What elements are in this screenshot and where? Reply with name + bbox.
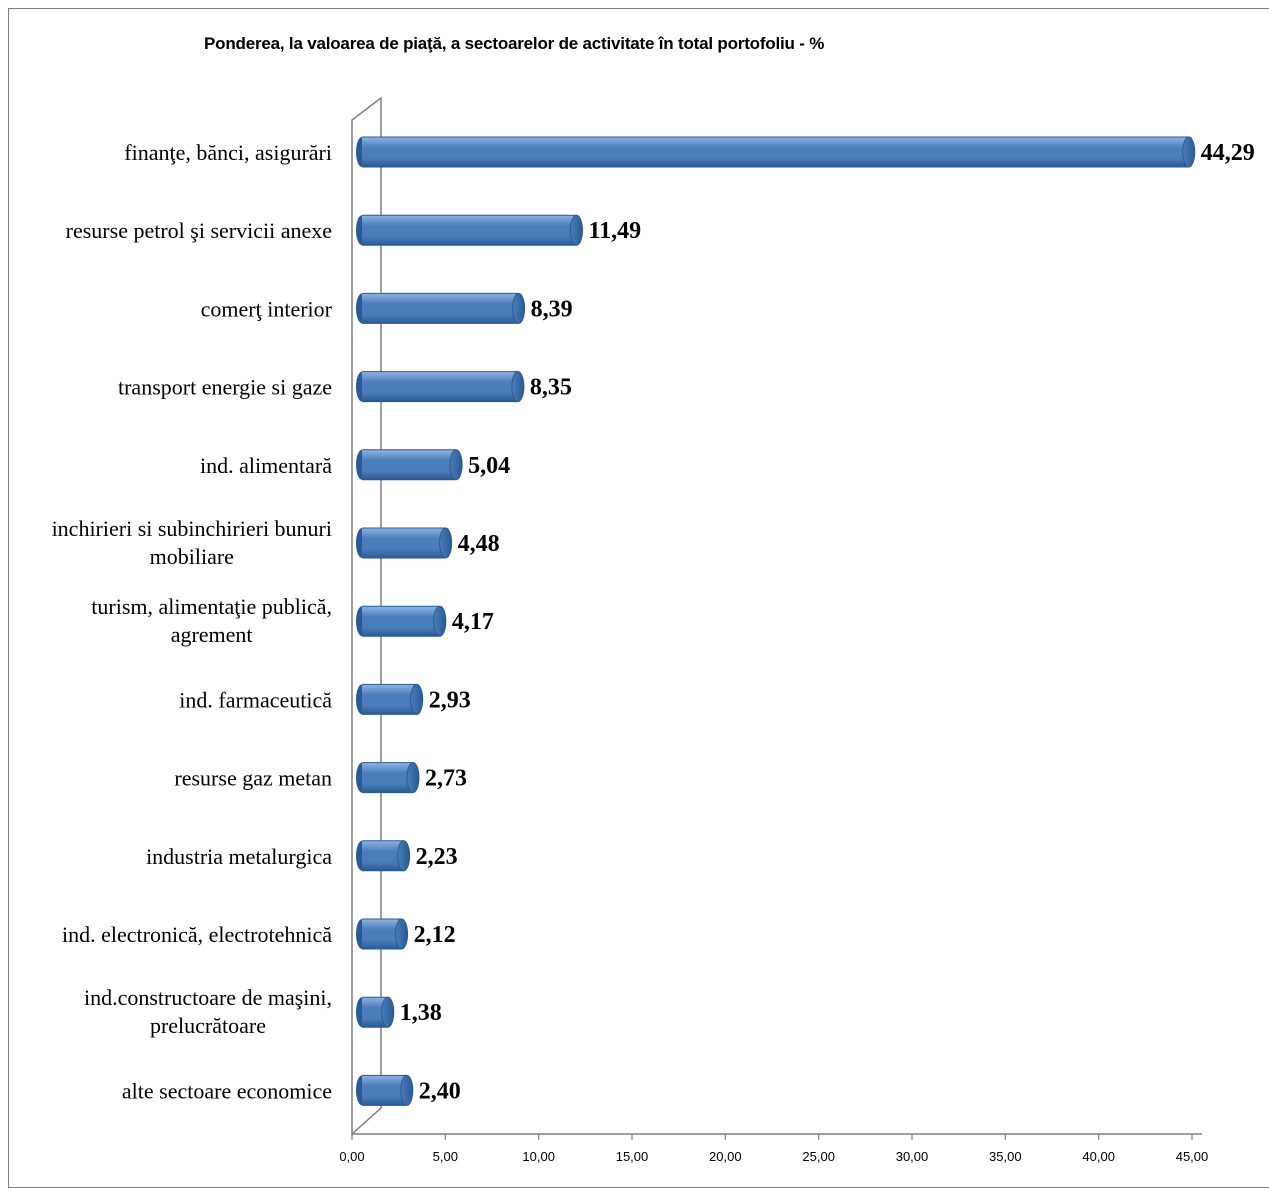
bar-end-cap	[511, 371, 525, 403]
x-tick-label: 0,00	[339, 1149, 364, 1164]
bar-end-cap	[439, 527, 453, 559]
x-axis: 0,00 5,00 10,00 15,00 20,00 25,00 30,00 35,00 40…	[339, 1133, 1209, 1164]
bar	[356, 449, 463, 481]
bar	[356, 371, 525, 403]
bar-body	[362, 449, 457, 480]
bar-end-cap	[1182, 136, 1196, 168]
x-tick-label: 15,00	[616, 1149, 649, 1164]
bar	[356, 762, 420, 794]
bar-body	[362, 293, 519, 324]
data-label: 2,12	[414, 922, 456, 948]
bar-body	[362, 684, 417, 715]
x-tick-label: 45,00	[1176, 1149, 1209, 1164]
bar	[356, 996, 395, 1028]
bar	[356, 136, 1196, 168]
bar-body	[362, 762, 413, 793]
category-label: resurse petrol şi servicii anexe	[66, 218, 332, 243]
bar	[356, 527, 453, 559]
category-label: inchirieri si subinchirieri bunuri	[52, 516, 332, 541]
category-labels: 44,29 finanţe, bănci, asigurări 11,49 resur…	[52, 140, 1255, 1104]
data-label: 1,38	[400, 1000, 442, 1026]
chart-title: Ponderea, la valoarea de piaţă, a sectoa…	[204, 34, 825, 53]
data-label: 4,17	[452, 609, 494, 635]
category-label: transport energie si gaze	[118, 375, 332, 400]
bar-body	[362, 215, 577, 246]
category-label: resurse gaz metan	[174, 766, 332, 791]
bar-body	[362, 840, 404, 871]
category-label: agrement	[171, 622, 253, 647]
x-tick-label: 5,00	[433, 1149, 458, 1164]
bar-end-cap	[395, 918, 409, 950]
category-label: ind.constructoare de maşini,	[84, 985, 332, 1010]
bar	[356, 214, 583, 246]
bar-body	[362, 919, 402, 949]
category-label: industria metalurgica	[146, 844, 332, 869]
bar-end-cap	[569, 214, 583, 246]
data-label: 8,35	[530, 375, 572, 401]
bar	[356, 605, 447, 637]
bars	[356, 136, 1196, 1106]
bar-body	[362, 137, 1189, 167]
data-label: 8,39	[531, 296, 573, 322]
category-label: ind. farmaceutică	[179, 687, 332, 712]
bar-body	[362, 1075, 407, 1106]
data-label: 2,93	[429, 687, 471, 713]
bar-end-cap	[433, 605, 447, 637]
data-label: 2,73	[425, 766, 467, 792]
x-tick-label: 10,00	[522, 1149, 555, 1164]
bar-end-cap	[397, 840, 411, 872]
data-label: 11,49	[588, 218, 641, 244]
category-label: ind. alimentară	[200, 453, 332, 478]
data-label: 2,40	[419, 1078, 461, 1104]
bar-end-cap	[512, 292, 526, 324]
category-label: comerţ interior	[201, 296, 333, 321]
data-label: 2,23	[416, 844, 458, 870]
x-tick-label: 20,00	[709, 1149, 742, 1164]
bar-body	[362, 606, 440, 637]
x-tick-label: 40,00	[1082, 1149, 1115, 1164]
x-tick-label: 35,00	[989, 1149, 1022, 1164]
bar-body	[362, 528, 446, 558]
bar-end-cap	[381, 996, 395, 1028]
bar-end-cap	[410, 683, 424, 715]
bar-end-cap	[400, 1074, 414, 1106]
bar	[356, 292, 526, 324]
bar-end-cap	[449, 449, 463, 481]
bar	[356, 918, 409, 950]
data-label: 5,04	[468, 453, 510, 479]
bar	[356, 1074, 414, 1106]
category-label: prelucrătoare	[150, 1013, 266, 1038]
bar	[356, 683, 424, 715]
bar-body	[362, 371, 518, 402]
data-label: 4,48	[458, 531, 500, 557]
x-tick-label: 30,00	[896, 1149, 929, 1164]
category-label: alte sectoare economice	[122, 1078, 332, 1103]
chart-frame	[8, 8, 1269, 1188]
data-label: 44,29	[1201, 140, 1255, 166]
category-label: finanţe, bănci, asigurări	[124, 140, 332, 165]
bar-end-cap	[406, 762, 420, 794]
bar	[356, 840, 411, 872]
x-tick-label: 25,00	[802, 1149, 835, 1164]
category-label: mobiliare	[150, 544, 234, 569]
category-label: turism, alimentaţie publică,	[91, 594, 332, 619]
category-label: ind. electronică, electrotehnică	[62, 922, 332, 947]
